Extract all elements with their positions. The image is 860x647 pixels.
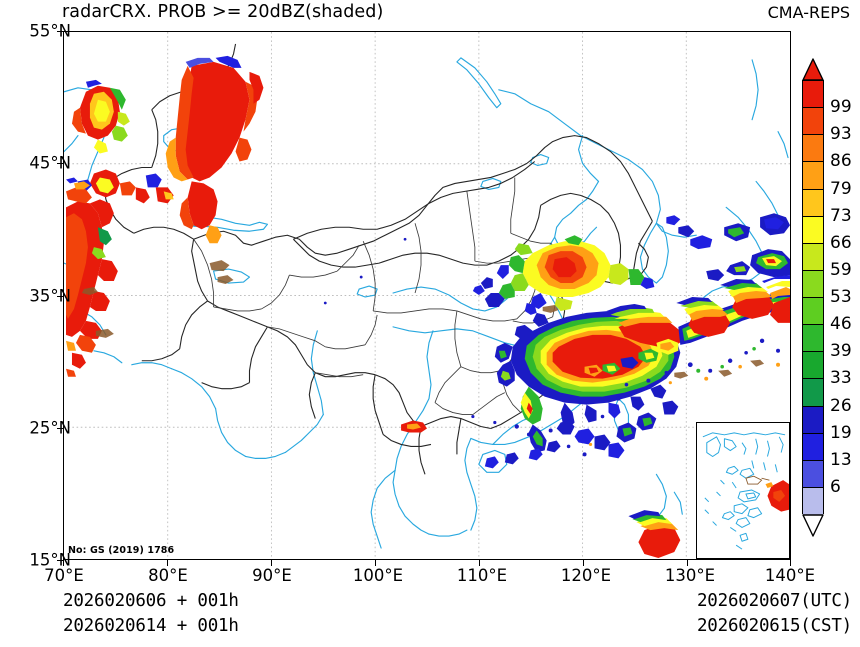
y-tick-label-15n: 15°N (29, 550, 71, 570)
x-tick-label-110e: 110°E (456, 566, 508, 585)
colorbar-band (803, 298, 823, 326)
colorbar-tick-label: 79 (830, 178, 852, 199)
gridlines (64, 32, 790, 559)
region-scattered-cells (323, 237, 781, 457)
map-attribution: No: GS (2019) 1786 (68, 545, 175, 556)
region-nw-kazakhstan (165, 55, 264, 244)
region-nw-xinjiang-cells (77, 169, 174, 204)
footer-init-time-cst: 2026020614 + 001h (63, 616, 239, 636)
region-south-pacific-cell (628, 510, 681, 559)
y-tick-35n (57, 295, 63, 297)
colorbar-tick-label: 39 (830, 341, 852, 362)
x-tick-label-90e: 90°E (252, 566, 292, 585)
x-tick-label-120e: 120°E (560, 566, 612, 585)
colorbar-band (803, 216, 823, 244)
colorbar-tick-label: 53 (830, 287, 852, 307)
colorbar-tick-label: 66 (830, 232, 852, 253)
colorbar-tick-label: 93 (830, 124, 852, 145)
y-tick-45n (57, 163, 63, 165)
page-title: radarCRX. PROB >= 20dBZ(shaded) (62, 2, 384, 22)
x-tick-5 (583, 560, 584, 566)
colorbar-tick-label: 59 (830, 259, 852, 280)
colorbar-top-arrow (802, 58, 824, 81)
colorbar-band (803, 135, 823, 163)
region-central-east-china-main (494, 302, 683, 453)
colorbar-cells (802, 80, 824, 515)
y-tick-label-25n: 25°N (29, 418, 71, 438)
colorbar-band (803, 108, 823, 136)
region-east-china-sea-band (584, 275, 790, 377)
x-tick-1 (167, 560, 168, 566)
colorbar-band (803, 406, 823, 434)
colorbar-tick-label: 86 (830, 151, 852, 172)
model-label: CMA-REPS (767, 3, 850, 22)
south-china-sea-inset (696, 422, 790, 559)
colorbar-tick-label: 6 (830, 476, 841, 497)
map-plot-area[interactable]: No: GS (2019) 1786 (63, 31, 791, 560)
region-scattered-green-cells (656, 347, 756, 379)
region-terrain-tint-cells (81, 260, 765, 379)
x-tick-label-70e: 70°E (44, 566, 84, 585)
y-tick-25n (57, 427, 63, 429)
region-se-coast-spray (484, 400, 679, 469)
colorbar-band (803, 162, 823, 190)
colorbar-band (803, 487, 823, 515)
y-tick-label-55n: 55°N (29, 21, 71, 41)
colorbar-bottom-arrow (802, 514, 824, 537)
x-tick-label-100e: 100°E (352, 566, 404, 585)
probability-shading (65, 55, 790, 559)
region-ne-pacific-cells (666, 213, 790, 282)
colorbar-band (803, 379, 823, 407)
map-canvas (64, 32, 790, 559)
region-north-china (472, 235, 655, 311)
colorbar-band (803, 270, 823, 298)
footer-valid-time-utc: 2026020607(UTC) (696, 591, 852, 611)
x-tick-0 (63, 560, 64, 566)
inset-canvas (702, 432, 789, 550)
y-tick-15n (57, 560, 63, 561)
region-sichuan-cell (401, 420, 427, 433)
colorbar-band (803, 460, 823, 488)
colorbar-band (803, 433, 823, 461)
colorbar-band (803, 81, 823, 109)
colorbar-tick-label: 33 (830, 368, 852, 389)
region-west-border-band (65, 177, 118, 377)
x-tick-label-140e: 140°E (764, 566, 816, 585)
probability-colorbar[interactable]: 6 13 19 26 33 39 46 53 59 66 73 79 86 93 99 (802, 58, 852, 537)
colorbar-tick-label: 26 (830, 395, 852, 416)
colorbar-band (803, 325, 823, 353)
x-tick-3 (375, 560, 376, 566)
region-west-kazakh-cell (71, 79, 130, 154)
x-tick-label-130e: 130°E (664, 566, 716, 585)
y-tick-label-45n: 45°N (29, 153, 71, 173)
colorbar-tick-label: 46 (830, 314, 852, 335)
x-tick-2 (271, 560, 272, 566)
x-tick-label-80e: 80°E (148, 566, 188, 585)
x-tick-7 (790, 560, 791, 566)
colorbar-band (803, 189, 823, 217)
y-tick-label-35n: 35°N (29, 286, 71, 305)
colorbar-band (803, 243, 823, 271)
colorbar-tick-label: 99 (830, 97, 852, 118)
y-tick-55n (57, 31, 63, 32)
colorbar-tick-label: 73 (830, 205, 852, 226)
x-tick-6 (687, 560, 688, 566)
footer-init-time-utc: 2026020606 + 001h (63, 591, 239, 611)
colorbar-tick-label: 19 (830, 422, 852, 443)
colorbar-tick-label: 13 (830, 449, 852, 470)
colorbar-band (803, 352, 823, 380)
x-tick-4 (479, 560, 480, 566)
footer-valid-time-cst: 2026020615(CST) (696, 616, 852, 636)
region-scattered-warm-cells (588, 362, 781, 447)
